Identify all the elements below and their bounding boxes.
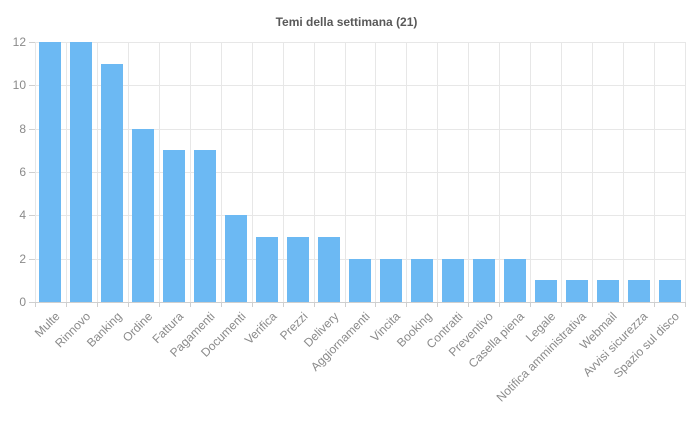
bar <box>380 259 402 302</box>
bar <box>411 259 433 302</box>
h-gridline <box>35 129 685 130</box>
v-gridline <box>406 42 407 302</box>
x-axis-label: Verifica <box>241 309 280 348</box>
x-tick-mark <box>128 302 129 307</box>
v-gridline <box>252 42 253 302</box>
x-tick-mark <box>623 302 624 307</box>
y-tick-mark <box>29 215 35 216</box>
x-tick-mark <box>375 302 376 307</box>
x-axis-label: Ordine <box>120 309 156 345</box>
v-gridline <box>97 42 98 302</box>
v-gridline <box>128 42 129 302</box>
bar <box>163 150 185 302</box>
v-gridline <box>561 42 562 302</box>
x-tick-mark <box>97 302 98 307</box>
y-tick-label: 12 <box>12 35 26 49</box>
x-axis-line <box>35 302 685 303</box>
v-gridline <box>159 42 160 302</box>
x-tick-mark <box>283 302 284 307</box>
x-tick-mark <box>561 302 562 307</box>
y-tick-label: 6 <box>19 165 26 179</box>
bar <box>256 237 278 302</box>
x-tick-mark <box>221 302 222 307</box>
x-tick-mark <box>190 302 191 307</box>
v-gridline <box>685 42 686 302</box>
v-gridline <box>623 42 624 302</box>
bar <box>70 42 92 302</box>
y-tick-label: 8 <box>19 122 26 136</box>
bar <box>318 237 340 302</box>
bar <box>566 280 588 302</box>
chart-title: Temi della settimana (21) <box>275 15 418 29</box>
bar <box>194 150 216 302</box>
x-tick-mark <box>314 302 315 307</box>
x-tick-mark <box>252 302 253 307</box>
x-tick-mark <box>35 302 36 307</box>
bar <box>287 237 309 302</box>
v-gridline <box>375 42 376 302</box>
x-tick-mark <box>499 302 500 307</box>
v-gridline <box>437 42 438 302</box>
bar <box>597 280 619 302</box>
v-gridline <box>221 42 222 302</box>
x-tick-mark <box>654 302 655 307</box>
x-tick-mark <box>685 302 686 307</box>
y-tick-mark <box>29 129 35 130</box>
h-gridline <box>35 215 685 216</box>
v-gridline <box>530 42 531 302</box>
y-tick-mark <box>29 302 35 303</box>
v-gridline <box>345 42 346 302</box>
y-tick-label: 0 <box>19 295 26 309</box>
bar <box>442 259 464 302</box>
h-gridline <box>35 42 685 43</box>
v-gridline <box>314 42 315 302</box>
bar <box>535 280 557 302</box>
y-tick-mark <box>29 259 35 260</box>
x-tick-mark <box>66 302 67 307</box>
v-gridline <box>190 42 191 302</box>
v-gridline <box>35 42 36 302</box>
bar <box>101 64 123 302</box>
v-gridline <box>654 42 655 302</box>
bar <box>473 259 495 302</box>
bar <box>349 259 371 302</box>
y-tick-mark <box>29 42 35 43</box>
y-tick-label: 4 <box>19 208 26 222</box>
bar <box>659 280 681 302</box>
v-gridline <box>499 42 500 302</box>
v-gridline <box>66 42 67 302</box>
x-tick-mark <box>592 302 593 307</box>
x-tick-mark <box>406 302 407 307</box>
v-gridline <box>468 42 469 302</box>
v-gridline <box>592 42 593 302</box>
y-tick-mark <box>29 85 35 86</box>
x-tick-mark <box>345 302 346 307</box>
x-tick-mark <box>159 302 160 307</box>
bar <box>132 129 154 302</box>
bar <box>504 259 526 302</box>
x-tick-mark <box>468 302 469 307</box>
h-gridline <box>35 85 685 86</box>
y-tick-mark <box>29 172 35 173</box>
v-gridline <box>283 42 284 302</box>
bar <box>225 215 247 302</box>
bar <box>39 42 61 302</box>
y-tick-label: 2 <box>19 252 26 266</box>
h-gridline <box>35 172 685 173</box>
bar <box>628 280 650 302</box>
y-tick-label: 10 <box>12 78 26 92</box>
x-tick-mark <box>530 302 531 307</box>
x-tick-mark <box>437 302 438 307</box>
